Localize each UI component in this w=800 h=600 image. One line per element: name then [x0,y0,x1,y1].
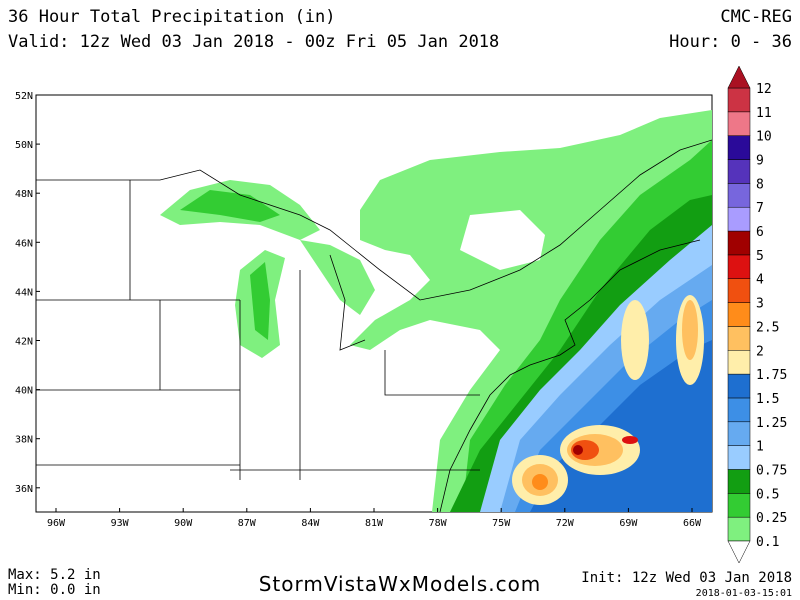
colorbar: 0.1 0.25 0.5 0.75 1 1.25 1.5 1.75 2 2.5 3 4 5 6 7 8 9 10 1… [727,65,787,564]
colorbar-label: 10 [756,130,772,145]
lat-label: 46N [15,238,33,249]
title: 36 Hour Total Precipitation (in) [8,7,336,27]
map: 52N 50N 48N 46N 44N 42N 40N 38N 36N 96W 93W 90W 87W… [15,91,713,529]
colorbar-box [727,302,751,327]
lon-label: 90W [174,518,193,529]
valid-time: Valid: 12z Wed 03 Jan 2018 - 00z Fri 05 … [8,32,499,52]
colorbar-box [727,421,751,446]
colorbar-label: 4 [756,273,764,288]
colorbar-label: 3 [756,297,764,312]
colorbar-over [727,65,751,89]
lon-label: 66W [683,518,702,529]
colorbar-box [727,159,751,184]
colorbar-label: 0.75 [756,463,787,478]
colorbar-label: 6 [756,225,764,240]
lon-label: 78W [429,518,448,529]
colorbar-box [727,230,751,256]
lat-label: 50N [15,140,33,151]
colorbar-label: 8 [756,177,764,192]
colorbar-label: 1.25 [756,416,787,431]
site-name: StormVistaWxModels.com [259,572,542,596]
colorbar-label: 2.5 [756,320,779,335]
lat-label: 38N [15,435,33,446]
min-value: Min: 0.0 in [8,582,101,598]
lat-label: 52N [15,91,33,102]
colorbar-label: 0.5 [756,487,779,502]
boundaries [36,139,712,512]
colorbar-box [727,254,751,279]
model-name: CMC-REG [720,7,792,27]
lon-label: 75W [492,518,511,529]
colorbar-under [727,540,751,564]
precip-field [160,110,712,512]
colorbar-box [727,350,751,375]
forecast-hour: Hour: 0 - 36 [669,32,792,52]
lon-label: 96W [47,518,66,529]
colorbar-label: 7 [756,201,764,216]
lon-label: 93W [111,518,130,529]
colorbar-box [727,493,751,518]
lat-label: 44N [15,287,33,298]
colorbar-label: 5 [756,249,764,264]
colorbar-label: 0.1 [756,535,779,550]
colorbar-label: 1 [756,440,764,455]
colorbar-box [727,278,751,303]
colorbar-box [727,469,751,494]
colorbar-label: 11 [756,106,772,121]
colorbar-box [727,445,751,470]
colorbar-label: 1.5 [756,392,779,407]
lat-label: 48N [15,189,33,200]
colorbar-box [727,135,751,160]
colorbar-label: 2 [756,344,764,359]
init-time: Init: 12z Wed 03 Jan 2018 [581,570,792,586]
colorbar-label: 0.25 [756,511,787,526]
colorbar-label: 1.75 [756,368,787,383]
timestamp: 2018-01-03-15:01 [696,588,792,599]
lon-label: 72W [556,518,575,529]
colorbar-box [727,206,751,232]
lat-label: 40N [15,386,33,397]
colorbar-label: 9 [756,154,764,169]
colorbar-box [727,111,751,136]
colorbar-box [727,516,751,542]
lon-label: 69W [619,518,638,529]
colorbar-box [727,183,751,208]
lon-label: 81W [365,518,384,529]
max-value: Max: 5.2 in [8,567,101,583]
colorbar-box [727,87,751,113]
colorbar-box [727,373,751,399]
lat-label: 42N [15,337,33,348]
lon-label: 87W [238,518,257,529]
lon-label: 84W [301,518,320,529]
colorbar-box [727,397,751,423]
colorbar-label: 12 [756,82,772,97]
colorbar-box [727,326,751,351]
lat-label: 36N [15,484,33,495]
